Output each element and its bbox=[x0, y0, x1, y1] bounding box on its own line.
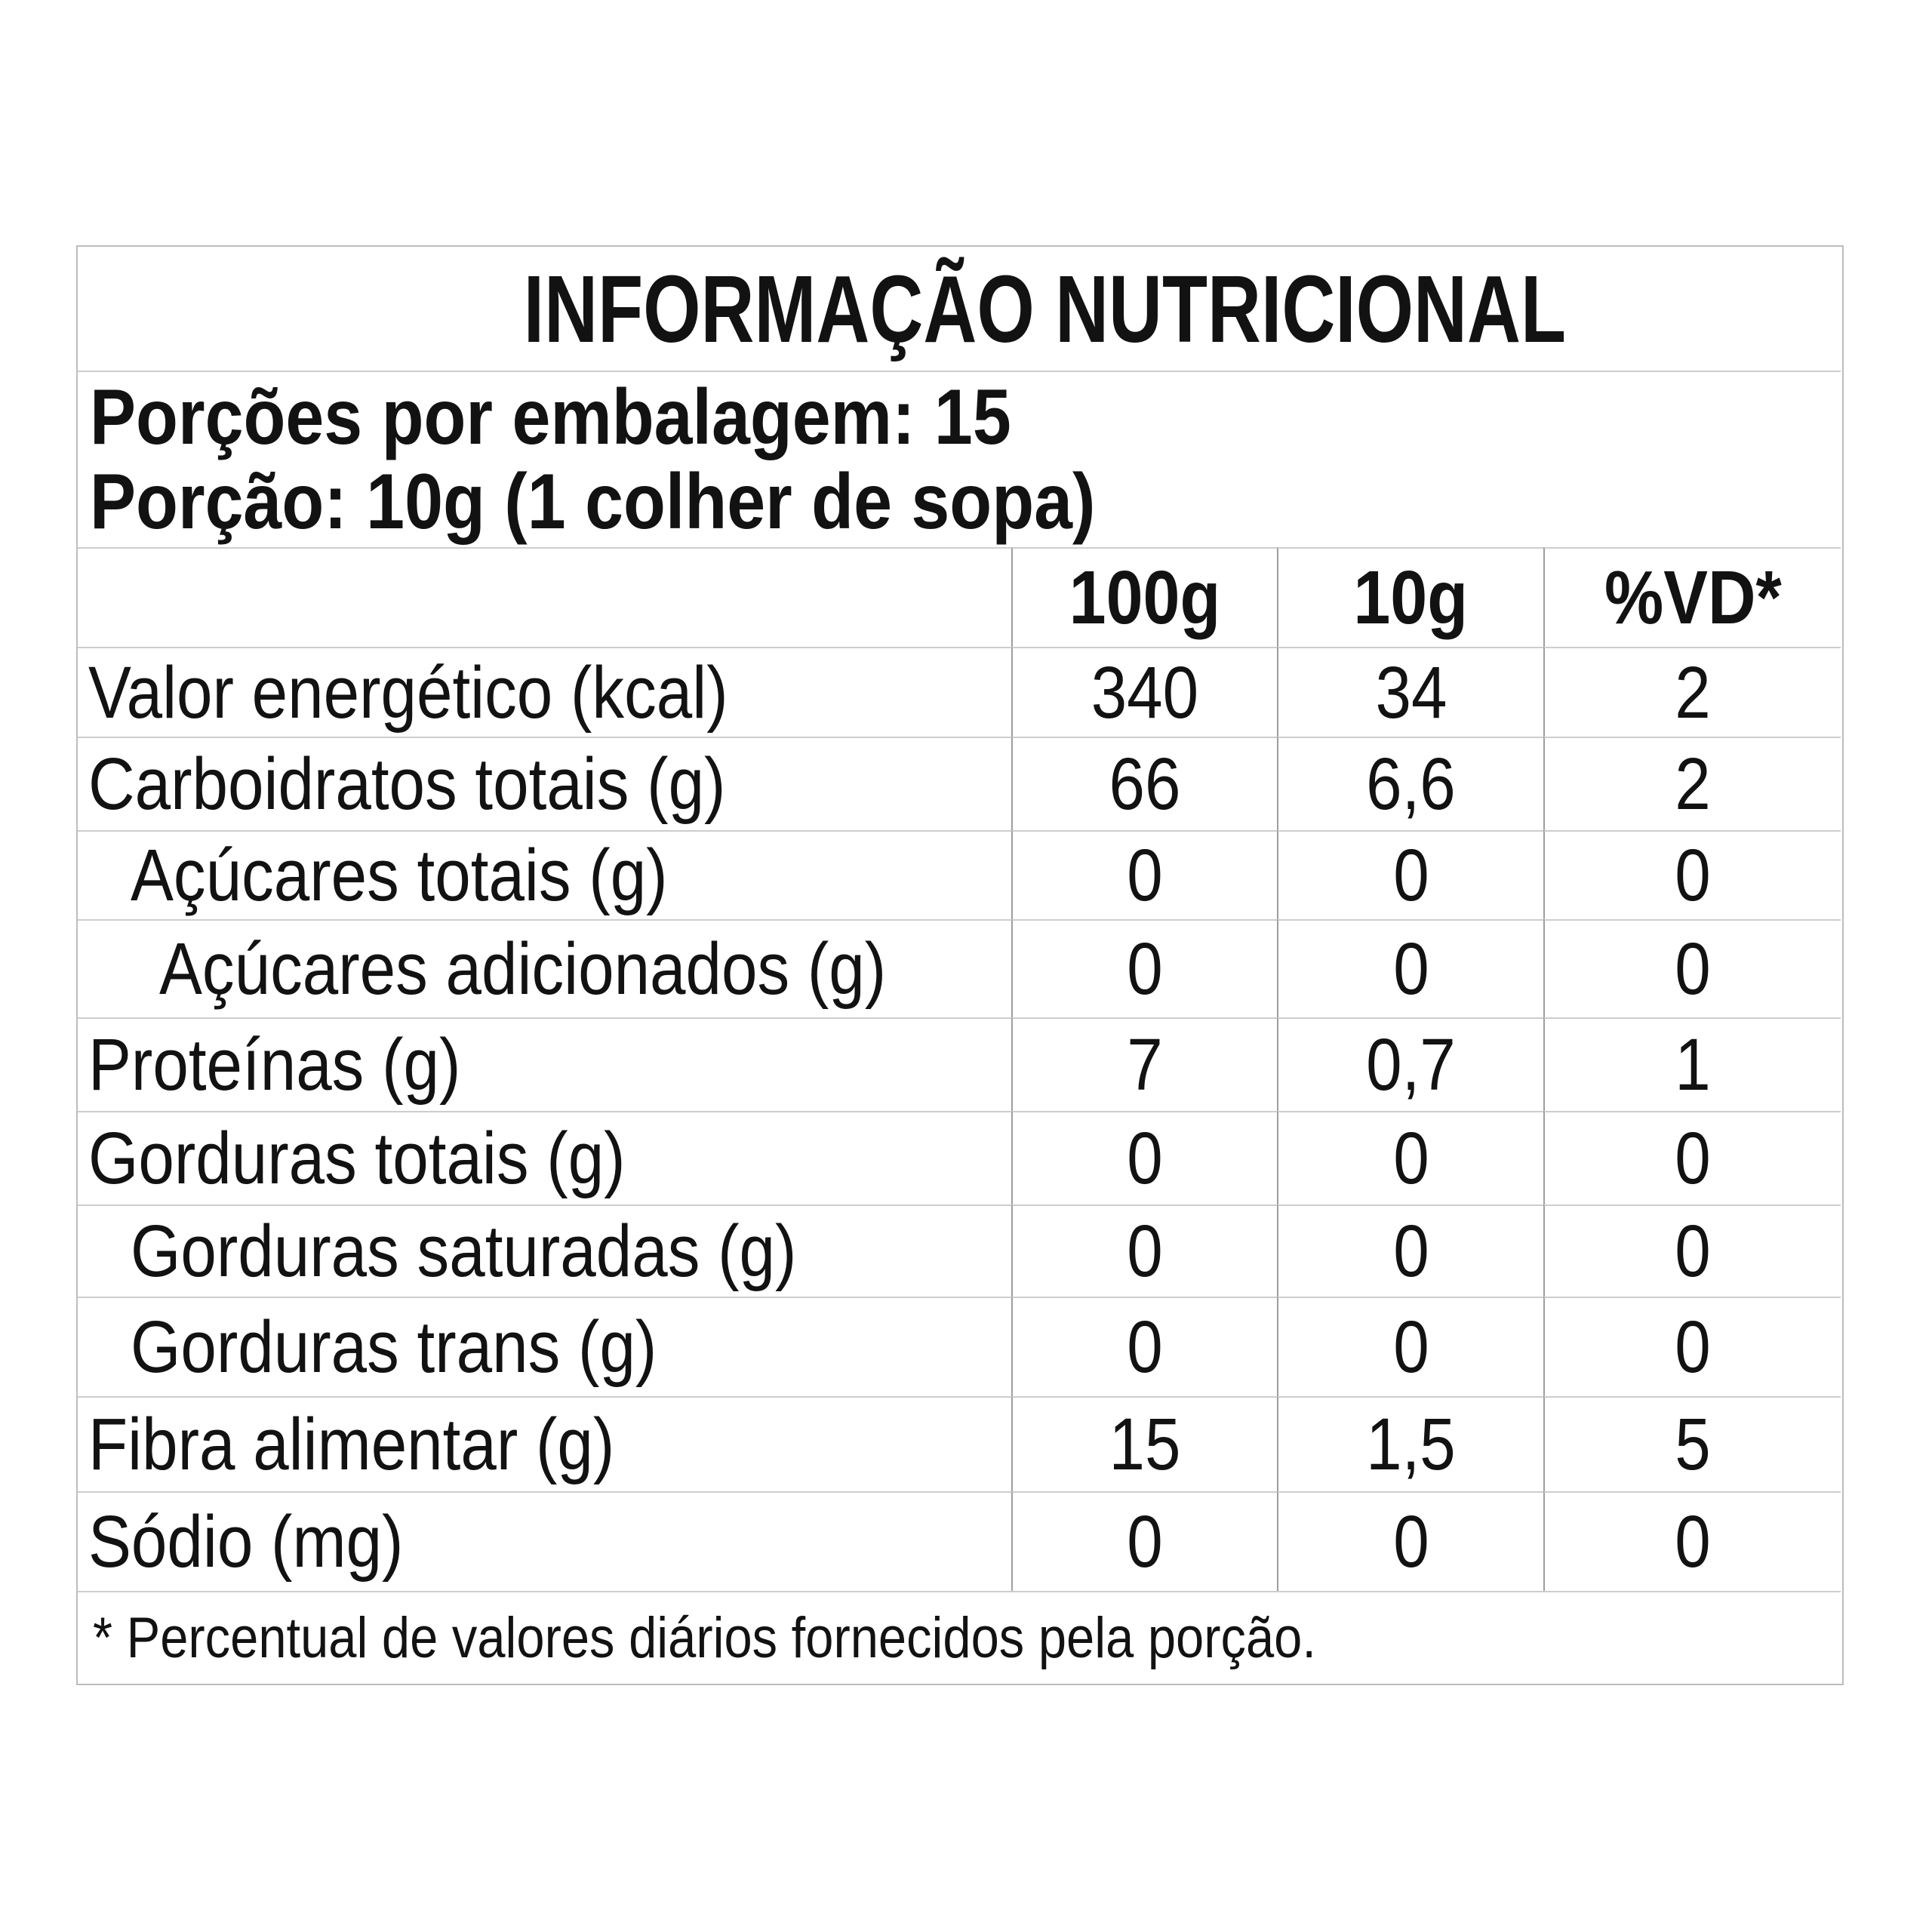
value-cell: 0 bbox=[1543, 1491, 1841, 1591]
value-cell: 2 bbox=[1543, 737, 1841, 830]
value-cell: 15 bbox=[1011, 1396, 1277, 1491]
table-title: INFORMAÇÃO NUTRICIONAL bbox=[523, 255, 1567, 362]
serving-info-row: Porções por embalagem: 15 Porção: 10g (1… bbox=[78, 371, 1841, 547]
column-header-10g: 10g bbox=[1277, 547, 1543, 647]
value-cell: 7 bbox=[1011, 1017, 1277, 1111]
value-cell: 2 bbox=[1543, 647, 1841, 737]
value-cell: 340 bbox=[1011, 647, 1277, 737]
row-label-sodio: Sódio (mg) bbox=[78, 1491, 1011, 1591]
value-cell: 66 bbox=[1011, 737, 1277, 830]
row-label-fibra: Fibra alimentar (g) bbox=[78, 1396, 1011, 1491]
table-title-row: INFORMAÇÃO NUTRICIONAL bbox=[78, 247, 1841, 371]
serving-info: Porções por embalagem: 15 Porção: 10g (1… bbox=[90, 375, 1232, 544]
value-cell: 0 bbox=[1543, 830, 1841, 919]
row-label-acucares-totais: Açúcares totais (g) bbox=[78, 830, 1011, 919]
value-cell: 0 bbox=[1011, 919, 1277, 1017]
value-cell: 0 bbox=[1543, 1297, 1841, 1396]
value-cell: 34 bbox=[1277, 647, 1543, 737]
value-cell: 0,7 bbox=[1277, 1017, 1543, 1111]
row-label-carboidratos: Carboidratos totais (g) bbox=[78, 737, 1011, 830]
value-cell: 1,5 bbox=[1277, 1396, 1543, 1491]
footnote-row: * Percentual de valores diários fornecid… bbox=[78, 1591, 1841, 1684]
nutrition-facts-table: INFORMAÇÃO NUTRICIONAL Porções por embal… bbox=[76, 245, 1844, 1685]
column-header-100g: 100g bbox=[1011, 547, 1277, 647]
daily-value-footnote: * Percentual de valores diários fornecid… bbox=[93, 1606, 1316, 1670]
value-cell: 0 bbox=[1277, 919, 1543, 1017]
value-cell: 0 bbox=[1277, 1204, 1543, 1297]
value-cell: 0 bbox=[1543, 1111, 1841, 1204]
row-label-gorduras-trans: Gorduras trans (g) bbox=[78, 1297, 1011, 1396]
header-spacer-cell bbox=[78, 547, 1011, 647]
row-label-acucares-adicionados: Açúcares adicionados (g) bbox=[78, 919, 1011, 1017]
serving-size: Porção: 10g (1 colher de sopa) bbox=[90, 458, 1096, 546]
value-cell: 0 bbox=[1011, 1111, 1277, 1204]
row-label-valor-energetico: Valor energético (kcal) bbox=[78, 647, 1011, 737]
value-cell: 0 bbox=[1277, 1297, 1543, 1396]
value-cell: 0 bbox=[1543, 919, 1841, 1017]
value-cell: 1 bbox=[1543, 1017, 1841, 1111]
value-cell: 0 bbox=[1011, 830, 1277, 919]
row-label-proteinas: Proteínas (g) bbox=[78, 1017, 1011, 1111]
value-cell: 0 bbox=[1011, 1297, 1277, 1396]
value-cell: 0 bbox=[1277, 1491, 1543, 1591]
servings-per-package: Porções por embalagem: 15 bbox=[90, 374, 1011, 461]
value-cell: 0 bbox=[1011, 1204, 1277, 1297]
row-label-gorduras-saturadas: Gorduras saturadas (g) bbox=[78, 1204, 1011, 1297]
value-cell: 0 bbox=[1277, 830, 1543, 919]
value-cell: 0 bbox=[1011, 1491, 1277, 1591]
row-label-gorduras-totais: Gorduras totais (g) bbox=[78, 1111, 1011, 1204]
value-cell: 0 bbox=[1543, 1204, 1841, 1297]
column-header-vd: %VD* bbox=[1543, 547, 1841, 647]
value-cell: 0 bbox=[1277, 1111, 1543, 1204]
value-cell: 6,6 bbox=[1277, 737, 1543, 830]
value-cell: 5 bbox=[1543, 1396, 1841, 1491]
